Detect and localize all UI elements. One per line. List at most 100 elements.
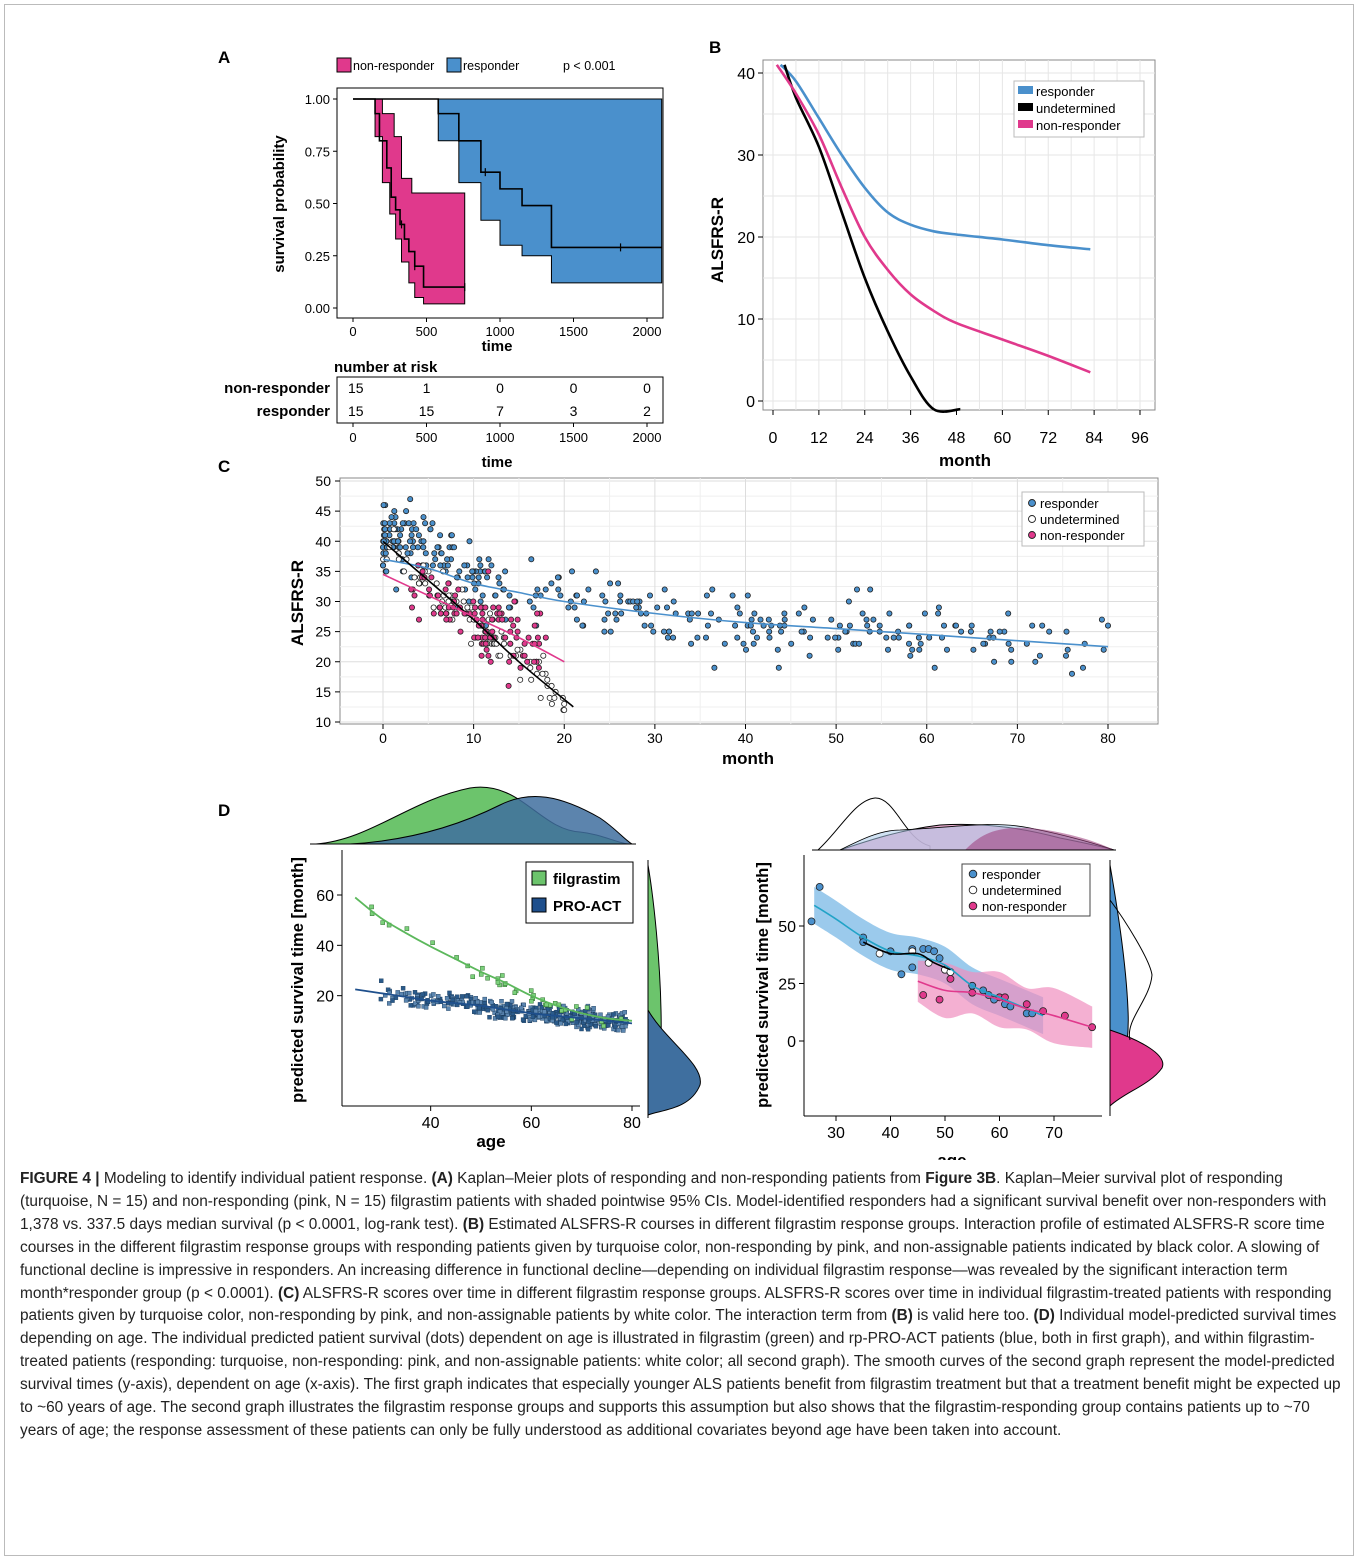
d1-point-proact [611, 1012, 616, 1017]
c-point [390, 526, 397, 533]
caption-t7: Individual model-predicted survival time… [20, 1307, 1341, 1439]
c-point [867, 586, 874, 593]
c-point [526, 598, 533, 605]
age-survival-plot-2: 0 25 50 30 40 50 60 70 age predicted survival tim… [754, 797, 1164, 1160]
c-point [766, 628, 773, 635]
c-xtick-label: 60 [919, 730, 935, 746]
d1-point-proact [446, 1006, 451, 1011]
c-xtick-label: 20 [556, 730, 572, 746]
d2-top-density-overlap [965, 827, 1114, 850]
c-xtick-label: 40 [738, 730, 754, 746]
c-point [525, 634, 532, 641]
figure-caption: FIGURE 4 | Modeling to identify individu… [20, 1168, 1342, 1443]
d2-fit-undetermined [862, 941, 951, 971]
ci-band-responder [437, 98, 663, 284]
d1-point-proact [544, 1017, 549, 1023]
c-point [906, 622, 913, 629]
c-point [432, 556, 439, 563]
b-legend-swatch [1018, 103, 1033, 111]
d1-point-proact [413, 1001, 418, 1006]
b-ytick-label: 0 [746, 394, 755, 411]
d2-xtick-label: 30 [827, 1125, 845, 1142]
b-xtick-label: 0 [769, 430, 778, 447]
c-point [1036, 652, 1043, 659]
c-point [666, 628, 673, 635]
c-point [443, 610, 450, 617]
c-point [935, 604, 942, 611]
risk-row-label-non: non-responder [224, 380, 330, 397]
risk-xtick-label: 0 [349, 430, 356, 445]
c-point [573, 616, 580, 623]
c-point [534, 586, 541, 593]
b-xtick-label: 96 [1131, 430, 1149, 447]
c-point [488, 562, 495, 569]
panel-c-letter: C [218, 457, 230, 476]
line-plot-area: 0 10 20 30 40 0 12 24 36 48 60 72 84 96 month ALSFRS-R r… [708, 59, 1156, 470]
c-point [618, 610, 625, 617]
c-point [916, 646, 923, 653]
c-point [435, 592, 442, 599]
d1-point-proact [539, 1005, 545, 1010]
c-legend-label: non-responder [1040, 528, 1125, 543]
c-point [472, 604, 479, 611]
c-point [941, 622, 948, 629]
c-xtick-label: 0 [379, 730, 387, 746]
b-ytick-label: 20 [737, 230, 755, 247]
c-point [909, 646, 916, 653]
c-point [801, 604, 808, 611]
c-point [670, 634, 677, 641]
caption-t4: Estimated ALSFRS-R courses in different … [20, 1215, 1325, 1302]
risk-xtick-label: 1500 [559, 430, 588, 445]
d2-point-responder [935, 954, 944, 963]
c-point [1100, 646, 1107, 653]
b-xlabel: month [939, 451, 991, 470]
c-point [1105, 622, 1112, 629]
c-point [634, 598, 641, 605]
b-line-non-responder [775, 64, 1091, 374]
d1-legend-swatch-proact [531, 897, 547, 913]
d1-point-filgrastim [369, 904, 374, 910]
d1-point-filgrastim [512, 990, 518, 995]
panel-d: D 20 40 60 40 60 80 age predicted survival time… [218, 786, 1164, 1160]
d1-legend-label: filgrastim [553, 871, 621, 888]
risk-cell: 3 [570, 403, 578, 419]
c-point [870, 616, 877, 623]
d1-point-filgrastim [500, 973, 505, 978]
b-xtick-label: 48 [948, 430, 966, 447]
d1-point-filgrastim [485, 975, 490, 981]
d1-point-proact [407, 990, 412, 996]
c-point [750, 640, 757, 647]
d2-right-density-non [1109, 1029, 1164, 1108]
d2-xtick-label: 60 [991, 1125, 1009, 1142]
b-legend-swatch [1018, 120, 1033, 128]
c-point [806, 652, 813, 659]
panel-b-letter: B [709, 38, 721, 57]
c-point [729, 592, 736, 599]
d2-ytick-label: 25 [778, 977, 796, 994]
c-point [506, 658, 513, 665]
c-point [451, 544, 458, 551]
c-point [991, 658, 998, 665]
d2-legend-marker [968, 901, 978, 911]
d2-legend-box [961, 863, 1091, 917]
km-curve-non-responder [353, 98, 465, 288]
c-point [479, 610, 486, 617]
d1-point-proact [464, 994, 469, 999]
d1-point-proact [588, 1022, 593, 1027]
a-xlabel: time [482, 338, 513, 355]
c-point [778, 628, 785, 635]
d1-point-filgrastim [495, 980, 501, 985]
caption-b3: (B) [462, 1215, 485, 1233]
c-point [774, 646, 781, 653]
c-point [415, 616, 422, 623]
c-point [475, 622, 482, 629]
c-point [602, 598, 609, 605]
c-point [487, 658, 494, 665]
c-point [430, 604, 437, 611]
c-point [561, 700, 568, 707]
c-point [492, 592, 499, 599]
d2-point-nonresponder [1022, 1000, 1031, 1009]
c-point [863, 616, 870, 623]
d1-point-proact [447, 990, 452, 996]
d1-point-proact [436, 994, 441, 999]
